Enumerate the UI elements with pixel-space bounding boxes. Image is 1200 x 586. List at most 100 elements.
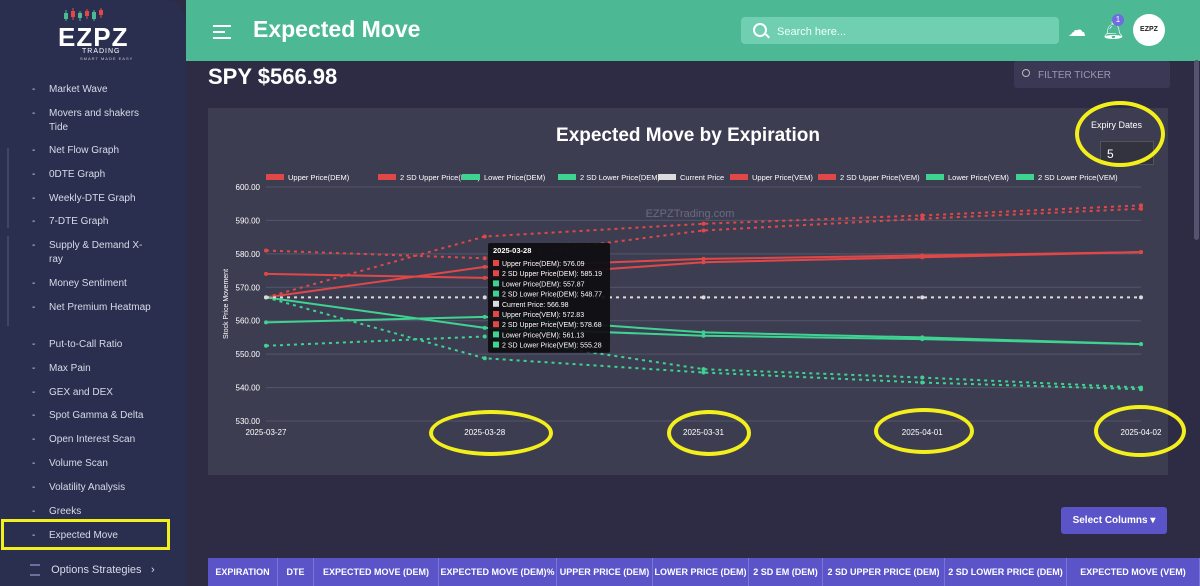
data-point: [920, 335, 925, 340]
dash-icon: -: [32, 363, 36, 374]
column-header[interactable]: 2 SD LOWER PRICE (DEM): [945, 558, 1067, 586]
legend-swatch: [266, 174, 284, 180]
tooltip-row: 2 SD Lower Price(VEM): 555.28: [502, 343, 602, 350]
data-point: [701, 260, 706, 265]
list-icon: [30, 564, 40, 577]
top-header: Expected Move ☁ 🔔︎ 1 EZPZ: [186, 0, 1200, 61]
legend-label: 2 SD Lower Price(VEM): [1038, 173, 1118, 182]
tooltip-row: 2 SD Upper Price(VEM): 578.68: [502, 322, 602, 329]
series-line: [265, 251, 1142, 279]
column-header[interactable]: EXPIRATION: [208, 558, 278, 586]
sidebar-item-label: Volume Scan: [49, 458, 108, 469]
column-header[interactable]: UPPER PRICE (DEM): [557, 558, 653, 586]
ezpz-logo[interactable]: EZPZ TRADING SMART MADE EASY: [54, 8, 138, 61]
dash-icon: -: [32, 482, 36, 493]
select-columns-label: Select Columns: [1072, 515, 1148, 526]
column-header[interactable]: EXPECTED MOVE (VEM): [1067, 558, 1200, 586]
data-point: [701, 367, 706, 372]
data-point: [1139, 203, 1143, 208]
sidebar-item-label: Net Flow Graph: [49, 145, 120, 156]
dash-icon: -: [32, 458, 36, 469]
data-point: [482, 256, 487, 261]
column-header[interactable]: 2 SD EM (DEM): [749, 558, 823, 586]
column-header[interactable]: 2 SD UPPER PRICE (DEM): [823, 558, 945, 586]
chart-watermark: EZPZTrading.com: [646, 208, 735, 220]
tooltip-row: 2 SD Lower Price(DEM): 548.77: [502, 292, 602, 299]
data-point: [920, 213, 925, 218]
legend-swatch: [378, 174, 396, 180]
column-header[interactable]: EXPECTED MOVE (DEM): [314, 558, 439, 586]
y-tick-label: 580.00: [236, 250, 261, 259]
data-point: [482, 234, 487, 239]
tooltip-row: Current Price: 566.98: [502, 302, 569, 309]
data-point: [701, 330, 706, 335]
page-scrollbar[interactable]: [1194, 60, 1199, 240]
y-tick-label: 550.00: [236, 350, 261, 359]
data-point: [482, 325, 487, 330]
search-icon: [1022, 69, 1030, 77]
sidebar-item-label: Expected Move: [49, 530, 118, 541]
logo-subtext: TRADING: [82, 48, 121, 55]
legend-swatch: [462, 174, 480, 180]
column-header[interactable]: EXPECTED MOVE (DEM)%: [439, 558, 557, 586]
sidebar-item-label: Greeks: [49, 506, 82, 517]
dash-icon: -: [32, 339, 36, 350]
nav-track-line: [7, 236, 9, 326]
filter-ticker-box: [1014, 61, 1170, 90]
search-box: [741, 17, 1059, 46]
dash-icon: -: [32, 302, 36, 313]
data-point: [482, 356, 487, 361]
y-tick-label: 590.00: [236, 216, 261, 225]
data-point: [920, 216, 925, 221]
dash-icon: -: [32, 278, 36, 289]
legend-swatch: [558, 174, 576, 180]
column-header[interactable]: DTE: [278, 558, 314, 586]
dash-icon: -: [32, 108, 36, 119]
dash-icon: -: [32, 410, 36, 421]
dash-icon: -: [32, 530, 36, 541]
hamburger-menu-icon[interactable]: [213, 25, 231, 43]
dash-icon: -: [32, 216, 36, 227]
options-strategies-label: Options Strategies: [51, 564, 142, 576]
highlight-circle: [1094, 405, 1186, 457]
weather-cloud-icon[interactable]: ☁: [1068, 20, 1086, 40]
highlight-circle: [1075, 101, 1165, 167]
tooltip-swatch: [493, 311, 499, 317]
tooltip-swatch: [493, 300, 499, 307]
tooltip-row: 2 SD Upper Price(DEM): 585.19: [502, 271, 602, 278]
tooltip-swatch: [493, 331, 499, 338]
nav-track-line: [7, 148, 9, 228]
select-columns-button[interactable]: Select Columns ▾: [1061, 507, 1167, 534]
legend-label: Upper Price(DEM): [288, 173, 350, 182]
sidebar-item-label: Market Wave: [49, 84, 108, 95]
notification-badge: 1: [1112, 14, 1124, 26]
dash-icon: -: [32, 169, 36, 180]
legend-label: Upper Price(VEM): [752, 173, 813, 182]
tooltip-row: Lower Price(DEM): 557.87: [502, 281, 585, 288]
y-tick-label: 560.00: [236, 317, 261, 326]
search-input[interactable]: [775, 17, 1049, 46]
legend-label: 2 SD Lower Price(DEM): [580, 173, 661, 182]
legend-swatch: [1016, 174, 1034, 180]
filter-ticker-input[interactable]: [1036, 61, 1170, 90]
tooltip-swatch: [493, 290, 499, 297]
data-point: [920, 380, 925, 385]
search-icon: [753, 23, 767, 37]
column-header[interactable]: LOWER PRICE (DEM): [653, 558, 749, 586]
dash-icon: -: [32, 506, 36, 517]
sidebar-item-options-strategies[interactable]: Options Strategies ›: [30, 564, 155, 577]
x-tick-label: 2025-03-27: [246, 428, 287, 437]
logo-text: EZPZ: [58, 22, 129, 52]
page-title: Expected Move: [253, 16, 421, 42]
selected-nav-highlight: [1, 519, 170, 550]
sidebar-item-label: Max Pain: [49, 363, 91, 374]
series-line: [265, 296, 1142, 391]
y-axis-label: Stock Price Movement: [223, 269, 230, 339]
avatar[interactable]: EZPZ: [1133, 14, 1165, 46]
y-tick-label: 540.00: [236, 384, 261, 393]
highlight-circle: [874, 408, 974, 454]
candlestick-icon: [64, 8, 103, 21]
tooltip-row: Upper Price(DEM): 576.09: [502, 261, 585, 268]
data-point: [701, 256, 706, 261]
y-tick-label: 530.00: [236, 417, 261, 426]
